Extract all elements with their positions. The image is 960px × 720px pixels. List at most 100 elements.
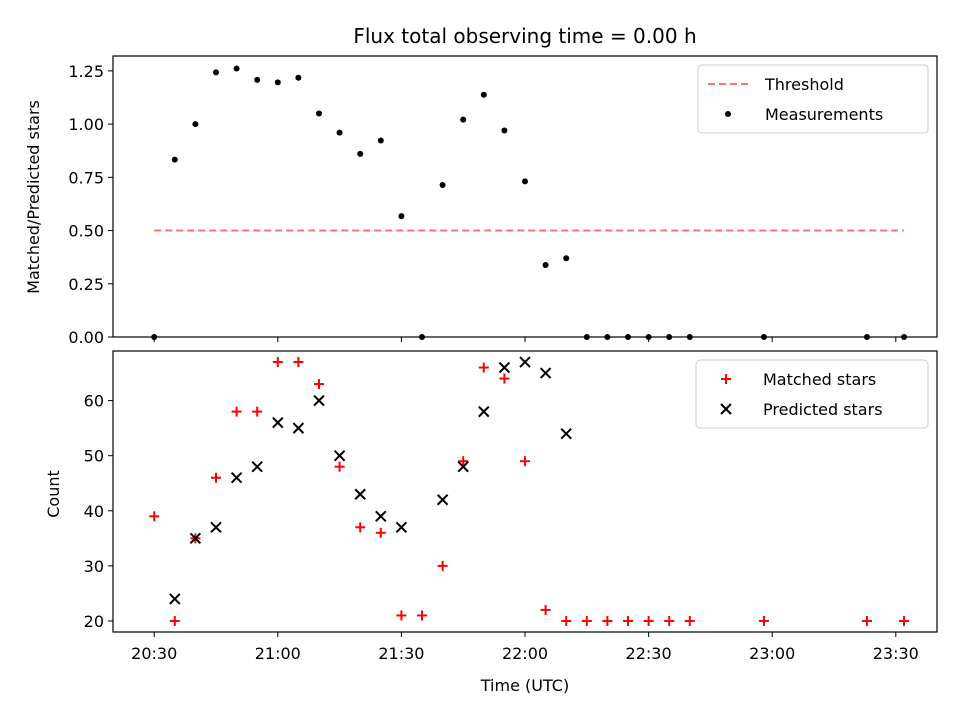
top-y-tick-label-4: 1.00: [68, 115, 104, 134]
top-y-tick-label-3: 0.75: [68, 168, 104, 187]
predicted-point-17-b: [539, 367, 552, 379]
chart-title: Flux total observing time = 0.00 h: [353, 24, 696, 48]
predicted-point-1-b: [189, 532, 202, 545]
predicted-point-11-b: [395, 521, 408, 534]
measurement-point-4: [233, 65, 240, 72]
bottom-y-tick-label-4: 60: [84, 392, 104, 411]
matched-point-7: [293, 357, 304, 368]
top-plot-frame: [112, 55, 938, 338]
predicted-point-14-b: [478, 405, 490, 418]
predicted-point-15-b: [498, 361, 511, 374]
predicted-point-8-b: [333, 449, 346, 462]
top-y-axis-label: Matched/Predicted stars: [24, 100, 43, 294]
bottom-panel: 20 30 40 50 60 20:30 21:00 21:30 22:00 22:30 23:00…: [84, 350, 938, 663]
top-legend-box: [697, 64, 929, 134]
predicted-point-10-b: [375, 510, 387, 523]
x-tick-label-2: 21:30: [378, 644, 424, 663]
measurement-point-2: [192, 121, 199, 128]
measurement-point-14: [439, 182, 446, 189]
matched-point-12: [396, 610, 407, 621]
predicted-point-3-b: [230, 472, 243, 484]
bottom-y-axis-label: Count: [44, 470, 63, 518]
top-y-tick-label-5: 1.25: [68, 62, 104, 81]
predicted-point-1: [189, 532, 202, 545]
predicted-point-2-b: [210, 521, 222, 534]
predicted-point-0: [169, 593, 181, 605]
measurement-point-15: [460, 116, 467, 123]
matched-point-6: [272, 357, 283, 368]
legend-matched-swatch: [721, 374, 731, 384]
top-y-tick-label-2: 0.50: [68, 222, 104, 241]
predicted-point-5-b: [272, 416, 284, 429]
measurement-point-18: [522, 178, 528, 185]
legend-threshold-label: Threshold: [764, 75, 844, 94]
measurement-point-20: [563, 255, 570, 262]
matched-point-17: [499, 373, 510, 384]
predicted-point-10: [375, 510, 387, 523]
matched-point-9: [334, 461, 345, 472]
predicted-point-17: [539, 367, 552, 379]
x-axis-label: Time (UTC): [480, 676, 569, 695]
bottom-y-tick-label-3: 50: [84, 447, 104, 466]
x-tick-label-4: 22:30: [626, 644, 672, 663]
matched-point-4: [231, 406, 242, 417]
matched-point-8: [314, 379, 324, 390]
measurement-point-3: [213, 69, 219, 76]
predicted-point-5: [272, 416, 284, 429]
matched-point-5: [252, 406, 263, 417]
bottom-legend: Matched stars Predicted stars: [695, 359, 929, 429]
bottom-legend-box: [695, 359, 929, 429]
matched-point-1: [169, 615, 180, 626]
bottom-y-tick-label-0: 20: [84, 612, 104, 631]
matched-point-23: [623, 615, 633, 626]
matched-point-26: [684, 615, 695, 626]
matched-point-11: [375, 527, 386, 538]
measurement-point-17: [501, 127, 508, 134]
matched-point-14: [437, 560, 448, 571]
predicted-point-11: [395, 521, 408, 534]
measurement-point-7: [295, 74, 302, 81]
measurement-point-19: [542, 262, 549, 269]
matched-point-22: [602, 615, 613, 626]
top-y-tick-label-1: 0.25: [68, 275, 104, 294]
measurement-point-6: [274, 79, 281, 86]
top-legend: Threshold Measurements: [697, 64, 929, 134]
predicted-point-9-b: [354, 488, 366, 500]
predicted-point-16-b: [519, 356, 531, 368]
predicted-point-15: [498, 361, 511, 374]
measurement-point-8: [316, 110, 322, 117]
predicted-point-2: [210, 521, 222, 534]
predicted-point-4: [251, 460, 263, 473]
legend-measurements-label: Measurements: [765, 105, 883, 124]
predicted-point-7-b: [313, 394, 325, 407]
x-tick-label-0: 20:30: [131, 644, 177, 663]
matched-point-0: [149, 511, 160, 522]
predicted-point-9: [354, 488, 366, 500]
top-panel: 0.00 0.25 0.50 0.75 1.00 1.25 Threshold Measure…: [68, 55, 938, 347]
matched-point-3: [211, 472, 221, 483]
predicted-point-14: [478, 405, 490, 418]
matched-point-19: [540, 604, 551, 615]
matched-point-20: [561, 615, 572, 626]
matched-point-15: [458, 456, 469, 467]
predicted-point-4-b: [251, 460, 263, 473]
predicted-point-6-b: [292, 422, 305, 434]
matched-point-21: [581, 615, 592, 626]
matched-point-24: [643, 615, 654, 626]
predicted-point-3: [230, 472, 243, 484]
x-tick-label-3: 22:00: [502, 644, 548, 663]
measurement-point-5: [254, 76, 261, 83]
legend-predicted-swatch-b: [720, 403, 732, 415]
predicted-point-7: [313, 394, 325, 407]
x-tick-label-6: 23:30: [873, 644, 919, 663]
legend-predicted-label: Predicted stars: [763, 400, 883, 419]
predicted-point-13-b: [457, 460, 469, 473]
top-y-tick-label-0: 0.00: [68, 328, 104, 347]
predicted-point-12-b: [436, 494, 449, 506]
matched-point-18: [520, 456, 530, 467]
matched-point-29: [899, 615, 910, 626]
bottom-y-tick-label-1: 30: [84, 557, 104, 576]
x-tick-label-5: 23:00: [749, 644, 795, 663]
legend-matched-label: Matched stars: [763, 370, 876, 389]
